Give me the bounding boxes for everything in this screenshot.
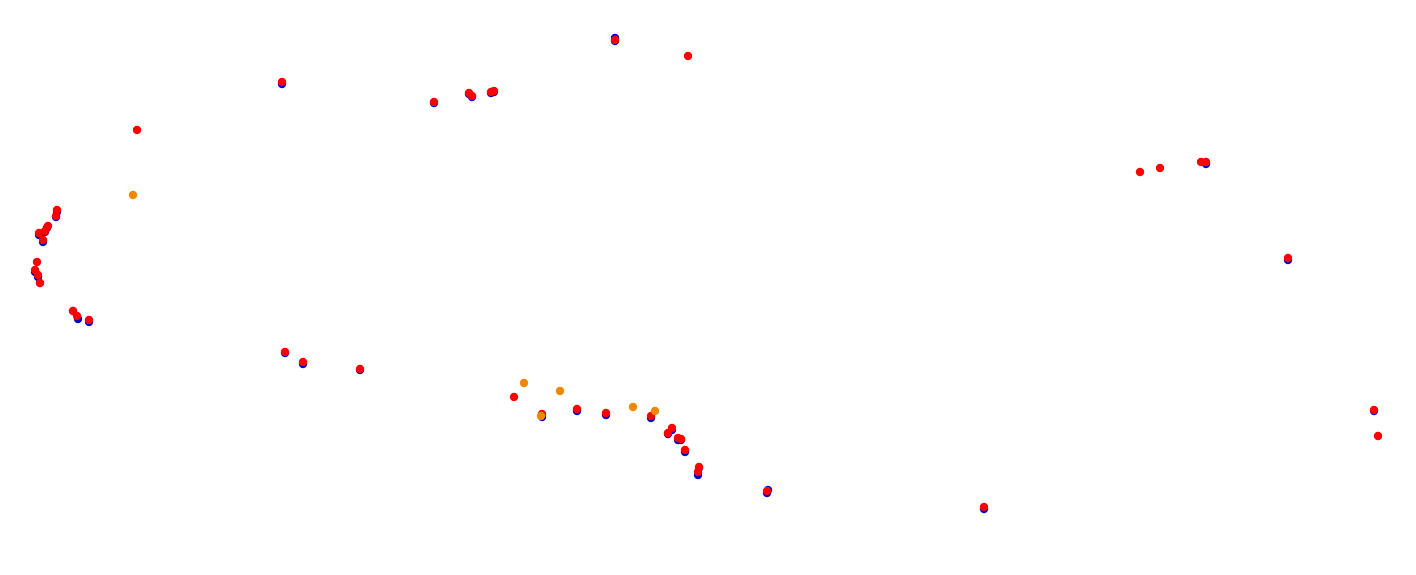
data-point xyxy=(601,408,611,418)
data-point xyxy=(667,423,677,433)
data-point xyxy=(32,257,42,267)
data-point xyxy=(43,221,53,231)
data-point xyxy=(1155,163,1165,173)
data-point xyxy=(132,125,142,135)
data-point xyxy=(676,434,686,444)
series-2 xyxy=(30,35,1383,512)
data-point xyxy=(298,357,308,367)
data-point xyxy=(572,404,582,414)
series-3 xyxy=(128,190,660,421)
data-point xyxy=(680,445,690,455)
data-point xyxy=(1373,431,1383,441)
data-point xyxy=(1283,253,1293,263)
data-point xyxy=(1135,167,1145,177)
data-point xyxy=(1369,405,1379,415)
data-point xyxy=(84,315,94,325)
data-point xyxy=(519,378,529,388)
data-point xyxy=(34,228,44,238)
data-point xyxy=(429,97,439,107)
data-point xyxy=(467,91,477,101)
data-point xyxy=(72,311,82,321)
data-point xyxy=(650,406,660,416)
data-point xyxy=(610,35,620,45)
data-point xyxy=(628,402,638,412)
data-point xyxy=(33,270,43,280)
data-point xyxy=(489,86,499,96)
data-point xyxy=(555,386,565,396)
data-point xyxy=(694,462,704,472)
data-point xyxy=(128,190,138,200)
data-point xyxy=(509,392,519,402)
data-point xyxy=(1201,157,1211,167)
data-point xyxy=(536,411,546,421)
data-point xyxy=(762,486,772,496)
data-point xyxy=(979,502,989,512)
series-1 xyxy=(30,33,1379,514)
data-point xyxy=(683,51,693,61)
data-point xyxy=(35,278,45,288)
data-point xyxy=(355,364,365,374)
data-point xyxy=(280,347,290,357)
data-point xyxy=(277,77,287,87)
data-point xyxy=(52,205,62,215)
data-point xyxy=(38,235,48,245)
